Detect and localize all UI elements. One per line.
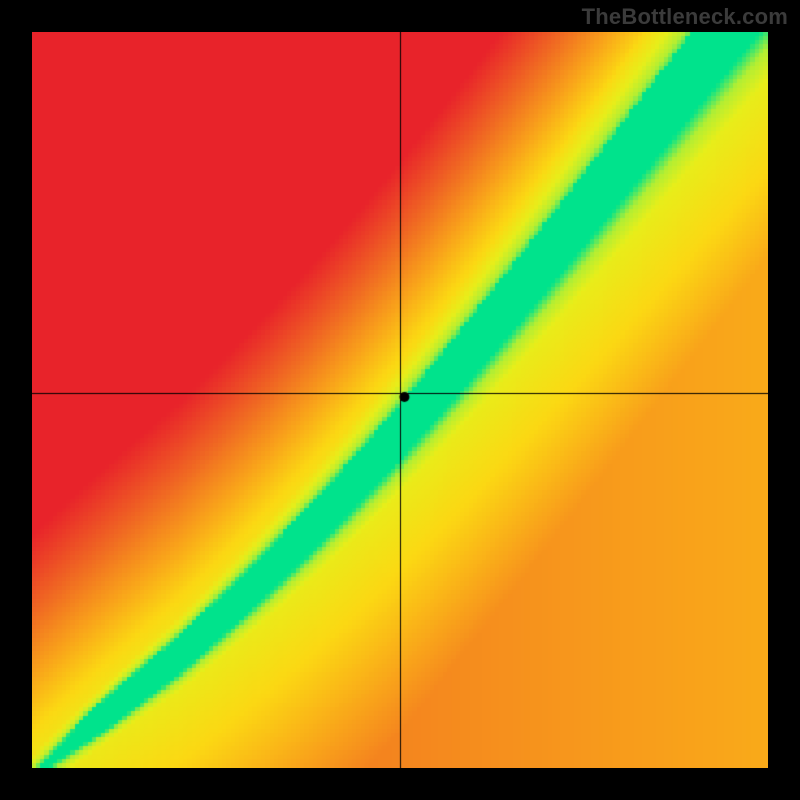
- bottleneck-heatmap: [32, 32, 768, 768]
- watermark-text: TheBottleneck.com: [582, 4, 788, 30]
- chart-container: TheBottleneck.com: [0, 0, 800, 800]
